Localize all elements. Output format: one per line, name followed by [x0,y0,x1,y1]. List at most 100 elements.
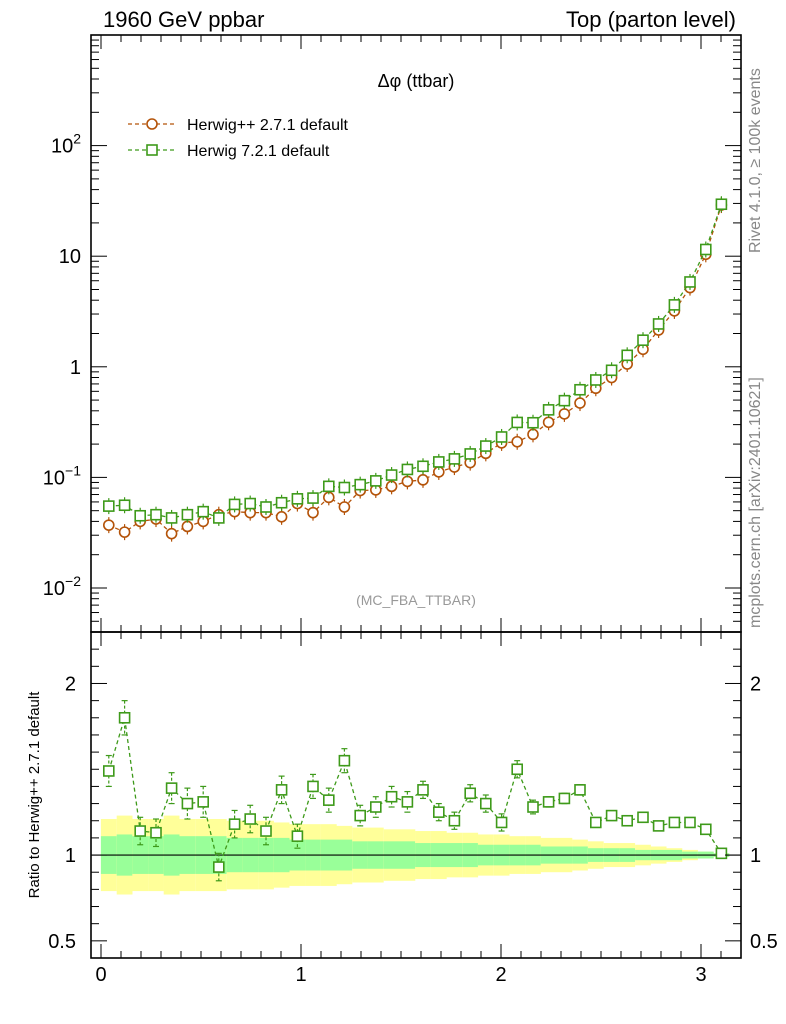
ratio-y-tick-label-right: 1 [750,845,761,867]
ratio-point [558,792,571,805]
legend-marker-1 [146,144,158,156]
ratio-ylabel: Ratio to Herwig++ 2.7.1 default [26,691,43,899]
data-point-0 [181,520,194,533]
data-point-1 [338,481,351,494]
ratio-point [542,796,555,808]
ratio-frame [90,631,742,959]
data-point-1 [684,276,696,288]
y-tick-label: 10 [59,246,81,268]
legend [128,118,176,156]
data-point-0 [417,474,429,486]
data-point-1 [448,453,461,465]
y-tick-label: 102 [51,131,81,158]
ratio-point [527,801,539,813]
ratio-point [652,820,665,832]
ratio-point [495,816,508,829]
ratio-point [684,816,696,829]
side-label-rivet: Rivet 4.1.0, ≥ 100k events [747,68,764,253]
ratio-point [511,763,524,776]
ratio-point [448,814,461,827]
data-point-0 [401,475,414,488]
ratio-point [605,809,618,822]
ratio-point [150,826,162,839]
data-point-0 [103,519,115,531]
ratio-point [275,784,288,796]
ratio-y-tick-label-left: 0.5 [48,931,76,953]
data-point-1 [574,383,586,396]
x-tick-label: 0 [95,964,106,986]
ratio-point [213,861,225,873]
ratio-point [637,811,649,824]
legend-marker-0 [146,118,158,130]
legend-label-herwig7: Herwig 7.2.1 default [187,143,330,160]
data-point-0 [307,506,319,519]
data-point-1 [511,416,524,429]
data-point-0 [275,511,288,523]
ratio-point [464,787,477,800]
data-point-0 [527,428,539,441]
ratio-point [291,830,304,842]
ratio-point [401,796,414,808]
ratio-y-tick-label-left: 2 [65,673,76,695]
data-point-1 [307,492,319,504]
ratio-point [181,797,194,810]
main-plot [103,196,728,542]
data-point-1 [715,198,728,211]
header-right: Top (parton level) [566,7,736,32]
data-point-0 [165,527,178,540]
ratio-point [260,825,272,837]
x-tick-label: 3 [695,964,706,986]
ratio-point [432,806,445,818]
data-point-1 [150,508,162,521]
data-point-1 [260,501,272,513]
axes: 0 1 2 3 10−2 10−1 1 10 102 0.5 0.5 1 1 2 2 [43,35,778,986]
data-point-1 [432,456,445,468]
data-point-1 [197,505,209,518]
ratio-point [479,797,492,810]
series-line-0 [108,204,723,535]
ratio-point [385,790,398,803]
data-point-1 [652,318,665,330]
ratio-point [699,823,712,836]
ratio-y-tick-label-right: 2 [750,673,761,695]
ratio-y-tick-label-left: 1 [65,845,76,867]
data-point-1 [668,299,681,311]
ratio-point [668,816,681,829]
data-point-1 [228,498,241,511]
chart-title: Δφ (ttbar) [378,71,455,91]
ratio-point [417,784,429,796]
data-point-1 [213,512,225,524]
data-point-1 [275,496,288,509]
ratio-point [134,825,146,837]
ratio-point [589,816,602,829]
data-point-0 [511,435,524,448]
analysis-label: (MC_FBA_TTBAR) [356,592,476,608]
ratio-point [338,754,351,767]
legend-label-herwigpp: Herwig++ 2.7.1 default [187,117,349,134]
data-point-1 [558,394,571,407]
data-point-1 [464,448,477,460]
ratio-line [108,717,722,870]
ratio-point [621,814,634,827]
ratio-point [369,801,382,813]
data-point-1 [354,478,367,491]
data-point-1 [385,469,398,481]
y-tick-label: 1 [70,357,81,379]
data-point-1 [621,349,634,362]
data-point-1 [103,500,115,512]
data-point-1 [322,480,335,493]
data-point-1 [589,374,602,386]
ratio-point [244,813,256,825]
ratio-point [165,782,178,794]
data-point-1 [417,460,429,473]
ratio-point [354,809,367,822]
data-point-1 [605,364,618,377]
y-tick-label: 10−1 [43,462,81,489]
data-point-1 [479,440,492,452]
data-point-0 [118,526,131,538]
data-point-1 [181,508,194,521]
data-point-1 [244,497,256,510]
ratio-plot [91,700,741,882]
data-point-1 [118,499,131,512]
